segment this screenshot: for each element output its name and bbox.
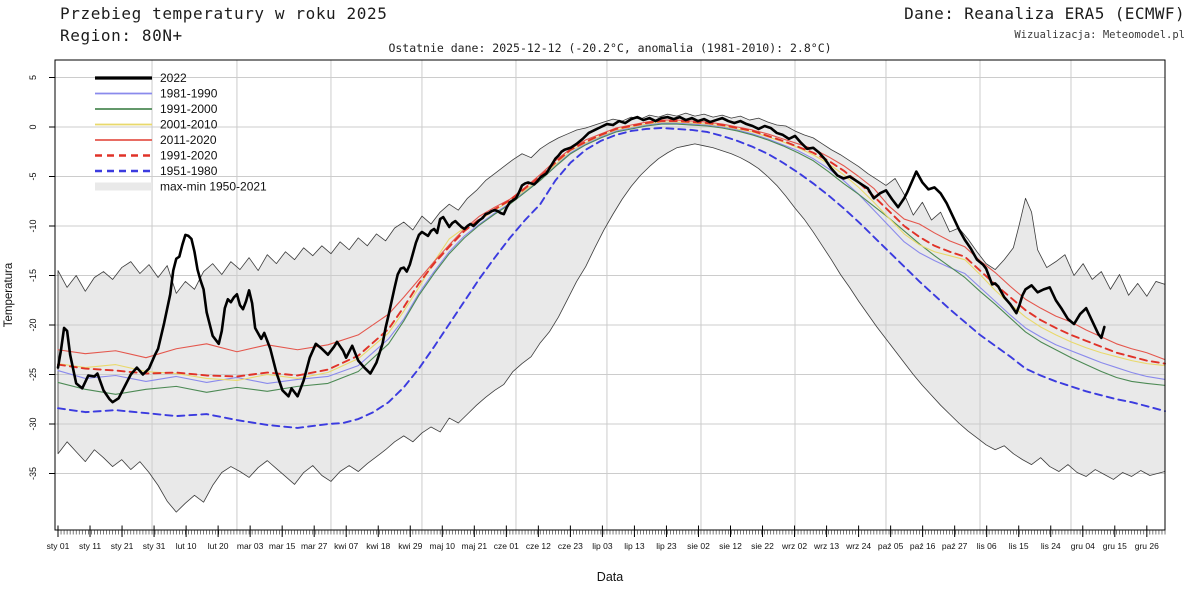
y-tick-label: -30	[28, 417, 38, 430]
x-tick-label: wrz 24	[845, 541, 871, 551]
x-tick-label: sie 12	[719, 541, 742, 551]
x-tick-label: sty 11	[79, 541, 101, 551]
x-tick-label: lis 15	[1009, 541, 1029, 551]
series-line-1991-2020	[57, 120, 1166, 378]
x-tick-label: mar 27	[301, 541, 328, 551]
x-tick-label: cze 12	[526, 541, 551, 551]
x-tick-label: gru 26	[1135, 541, 1159, 551]
x-tick-label: maj 21	[462, 541, 488, 551]
x-tick-label: cze 23	[558, 541, 583, 551]
legend-swatch-band	[95, 182, 152, 191]
x-tick-label: gru 15	[1103, 541, 1127, 551]
legend-label: 1951-1980	[160, 164, 218, 178]
x-tick-label: paź 05	[878, 541, 904, 551]
x-tick-label: lut 10	[176, 541, 197, 551]
legend-label: 2001-2010	[160, 118, 218, 132]
x-tick-label: lis 06	[977, 541, 997, 551]
x-tick-label: kwi 18	[366, 541, 390, 551]
region-subtitle: Region: 80N+	[60, 26, 183, 45]
series-layer	[56, 115, 1166, 429]
data-source-label: Dane: Reanaliza ERA5 (ECMWF)	[904, 4, 1185, 23]
x-tick-label: sty 21	[111, 541, 134, 551]
minmax-band	[58, 113, 1166, 513]
y-tick-label: -20	[28, 318, 38, 331]
series-line-2022	[56, 115, 1106, 404]
y-tick-label: 5	[28, 75, 38, 80]
y-axis-title: Temperatura	[3, 262, 15, 327]
series-line-2011-2020	[57, 119, 1166, 361]
x-tick-label: sty 01	[47, 541, 70, 551]
series-line-1951-1980	[57, 127, 1166, 429]
x-tick-label: cze 01	[494, 541, 519, 551]
legend-label: 2011-2020	[160, 133, 217, 147]
x-tick-label: lut 20	[208, 541, 229, 551]
legend-label: max-min 1950-2021	[160, 180, 267, 194]
page-title: Przebieg temperatury w roku 2025	[60, 4, 388, 23]
x-tick-label: lip 23	[656, 541, 677, 551]
x-tick-label: lip 03	[592, 541, 613, 551]
series-line-1981-1990	[57, 122, 1166, 384]
gridline-layer	[55, 60, 1165, 530]
x-tick-label: gru 04	[1071, 541, 1095, 551]
series-line-1991-2000	[57, 123, 1166, 395]
legend-label: 1991-2020	[160, 149, 218, 163]
x-tick-label: lip 13	[624, 541, 645, 551]
y-tick-label: 0	[28, 124, 38, 129]
x-tick-label: lis 24	[1041, 541, 1061, 551]
x-tick-label: kwi 07	[334, 541, 358, 551]
axis-tick-layer: 5 0 -5 -10 -15 -20 -25 -30 -35 sty 01 sty 11 sty 21…	[28, 75, 1166, 551]
x-tick-label: wrz 13	[813, 541, 839, 551]
x-axis-title: Data	[597, 570, 623, 584]
x-tick-label: kwi 29	[398, 541, 422, 551]
legend-label: 2022	[160, 71, 187, 85]
x-tick-label: sie 22	[751, 541, 774, 551]
y-tick-label: -5	[28, 172, 38, 180]
legend-label: 1991-2000	[160, 102, 218, 116]
y-tick-label: -35	[28, 467, 38, 480]
x-tick-label: sie 02	[687, 541, 710, 551]
y-tick-label: -25	[28, 368, 38, 381]
x-tick-label: wrz 02	[781, 541, 807, 551]
x-tick-label: maj 10	[430, 541, 456, 551]
x-tick-label: sty 31	[143, 541, 166, 551]
minmax-band-layer	[58, 113, 1166, 513]
x-tick-label: paź 27	[942, 541, 968, 551]
legend-label: 1981-1990	[160, 87, 218, 101]
x-tick-label: mar 15	[269, 541, 296, 551]
y-tick-label: -15	[28, 269, 38, 282]
latest-data-subtitle: Ostatnie dane: 2025-12-12 (-20.2°C, anom…	[388, 41, 832, 55]
visualization-credit: Wizualizacja: Meteomodel.pl	[1014, 29, 1185, 41]
x-tick-label: paź 16	[910, 541, 936, 551]
y-tick-label: -10	[28, 219, 38, 232]
x-tick-label: mar 03	[237, 541, 264, 551]
